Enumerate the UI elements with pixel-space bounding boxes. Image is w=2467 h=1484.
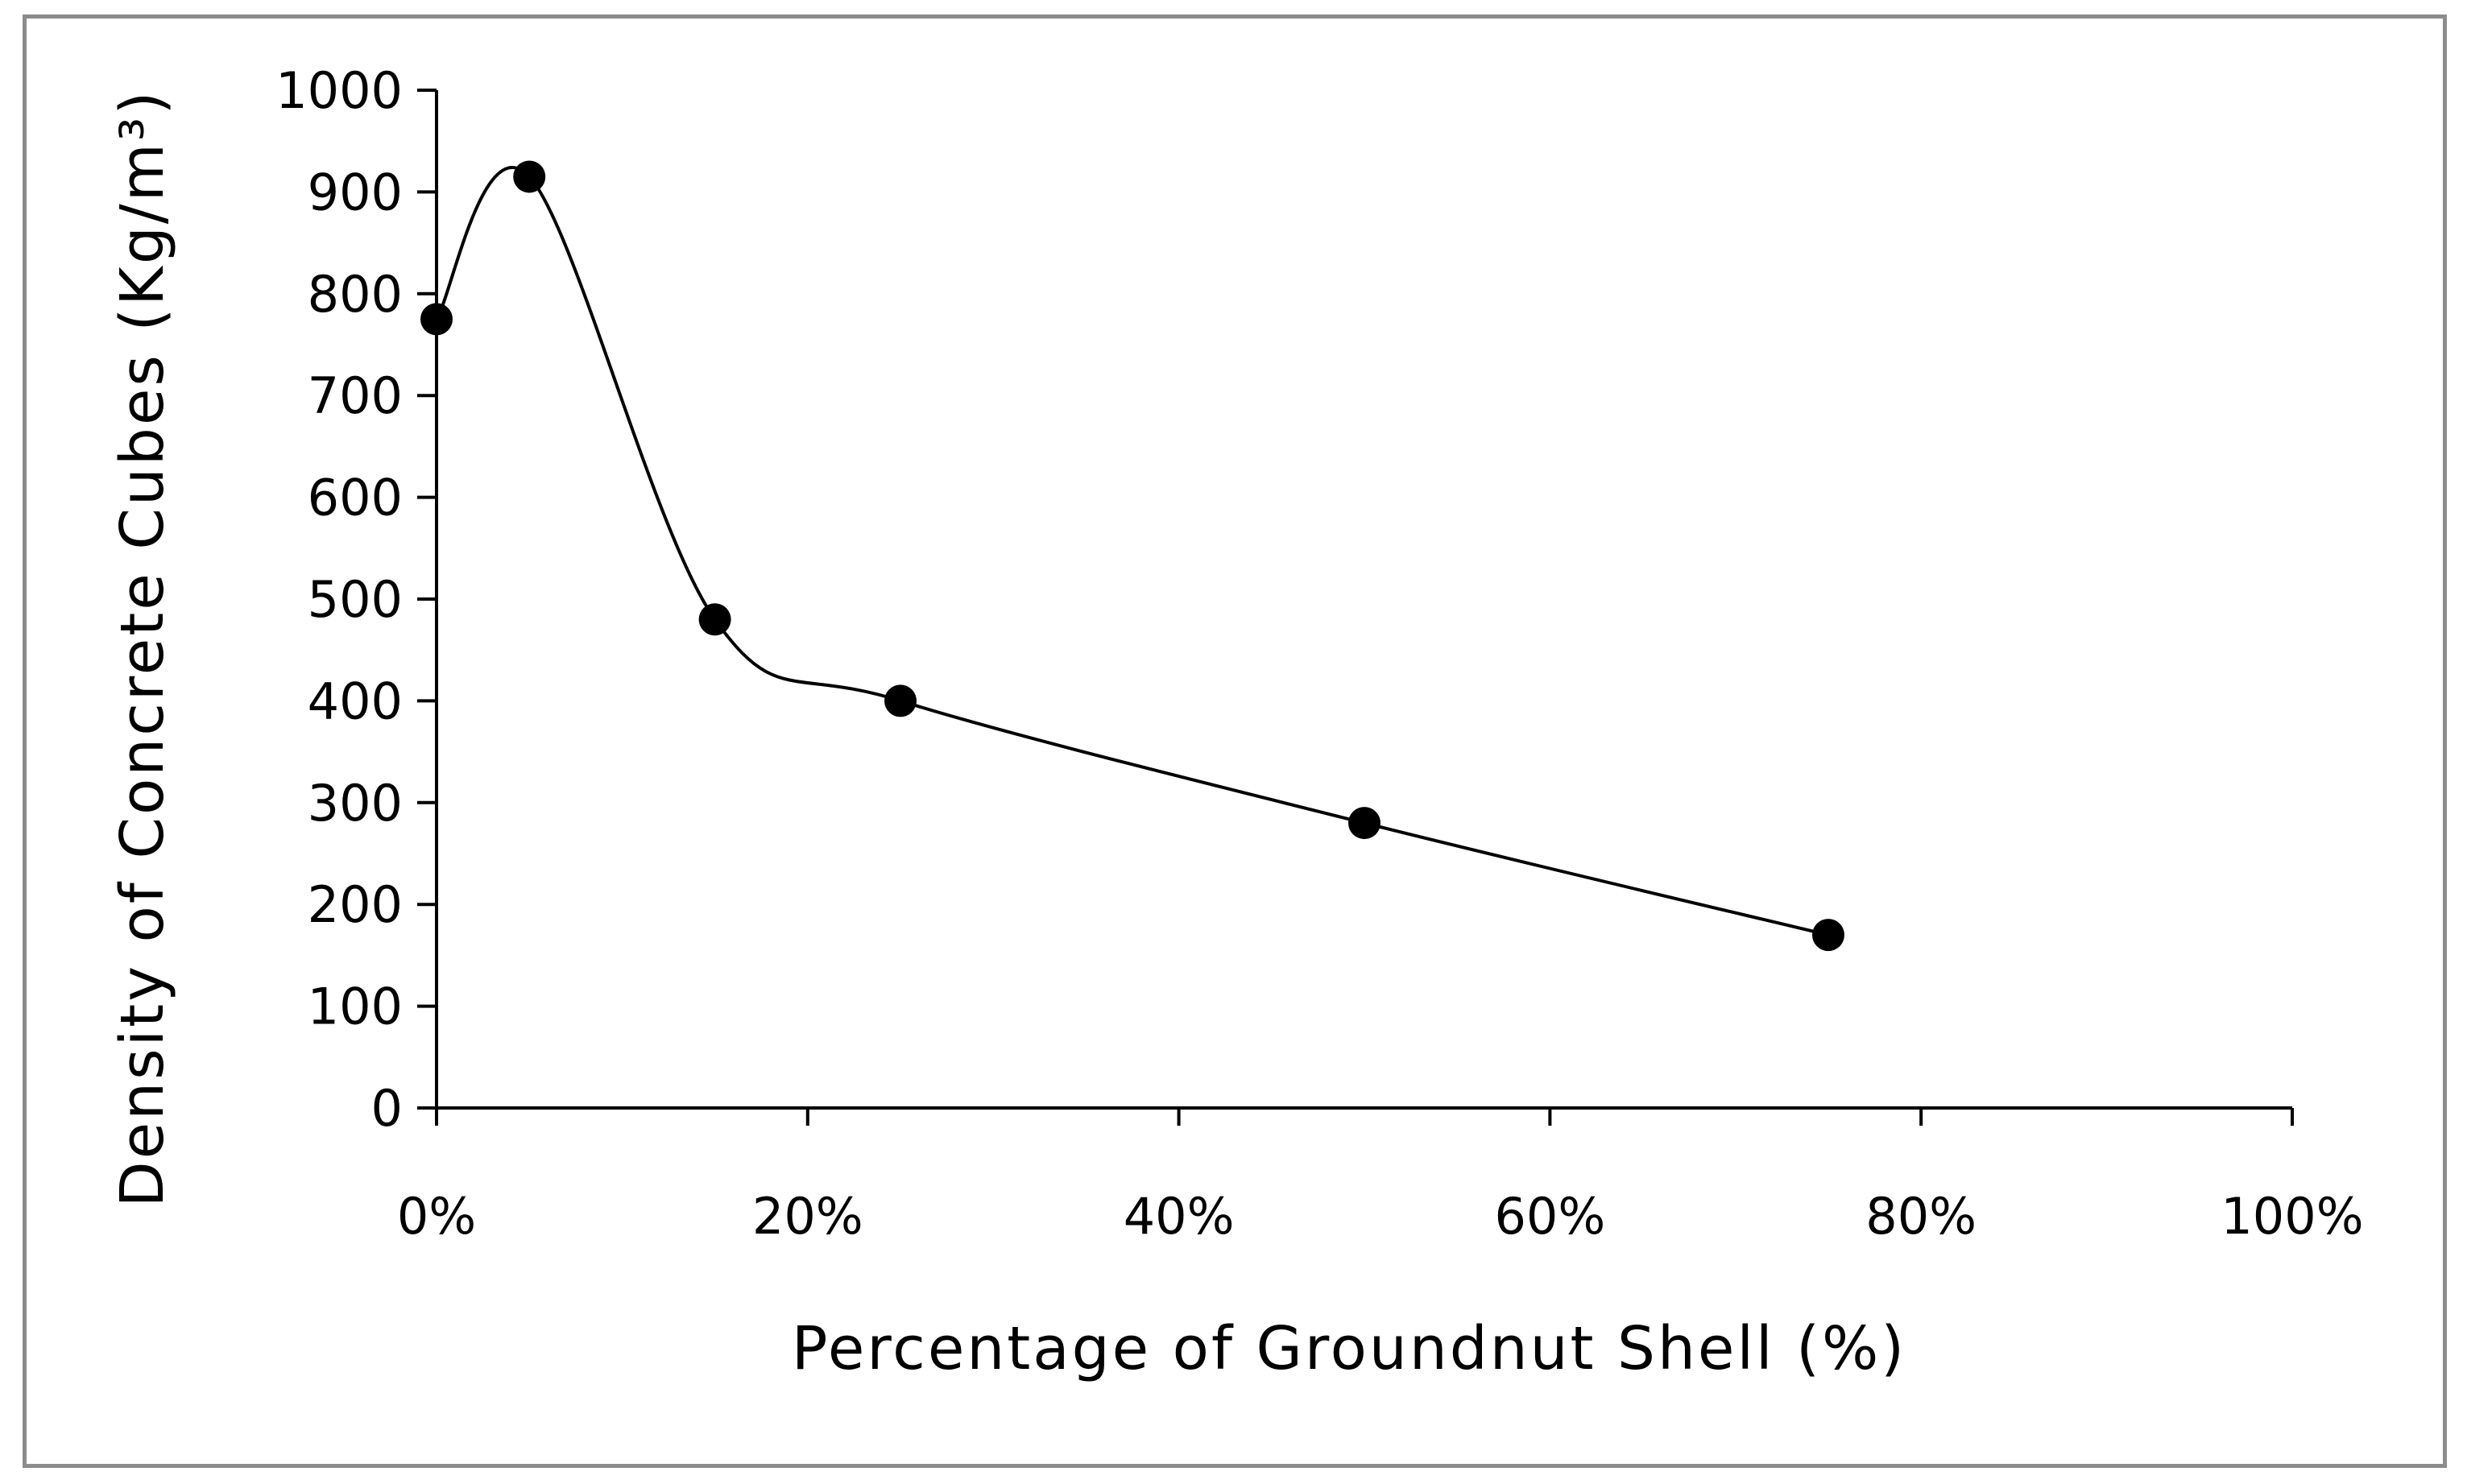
x-tick-label: 100% [2221, 1187, 2363, 1246]
data-points [420, 160, 1844, 952]
y-tick-label: 700 [308, 366, 403, 425]
x-tick-label: 60% [1494, 1187, 1605, 1246]
y-tick-label: 1000 [275, 61, 403, 120]
y-tick-label: 500 [308, 570, 403, 629]
y-tick-label: 800 [308, 265, 403, 324]
x-axis-ticks: 0% 20% 40% 60% 80% 100% [397, 1108, 2364, 1246]
y-tick-label: 100 [308, 978, 403, 1036]
x-tick-label: 0% [397, 1187, 476, 1246]
y-tick-label: 400 [308, 672, 403, 730]
x-tick-label: 20% [752, 1187, 863, 1246]
data-point [884, 684, 917, 717]
series-line [435, 166, 1829, 937]
x-tick-label: 80% [1865, 1187, 1976, 1246]
x-axis-title: Percentage of Groundnut Shell (%) [792, 1314, 1906, 1383]
data-point [420, 303, 453, 336]
data-point [698, 603, 731, 636]
data-point [513, 160, 546, 193]
y-tick-label: 900 [308, 163, 403, 221]
x-tick-label: 40% [1124, 1187, 1235, 1246]
data-point [1348, 807, 1380, 840]
y-axis-title: Density of Concrete Cubes (Kg/m³) [108, 89, 177, 1208]
y-tick-label: 300 [308, 774, 403, 833]
y-tick-label: 0 [371, 1079, 403, 1138]
y-axis-ticks: 0 100 200 300 400 500 600 700 800 900 1000 [275, 61, 437, 1138]
axes [435, 90, 2292, 1110]
y-tick-label: 200 [308, 875, 403, 934]
y-tick-label: 600 [308, 469, 403, 527]
data-point [1812, 919, 1844, 952]
chart-frame [23, 14, 2447, 1468]
